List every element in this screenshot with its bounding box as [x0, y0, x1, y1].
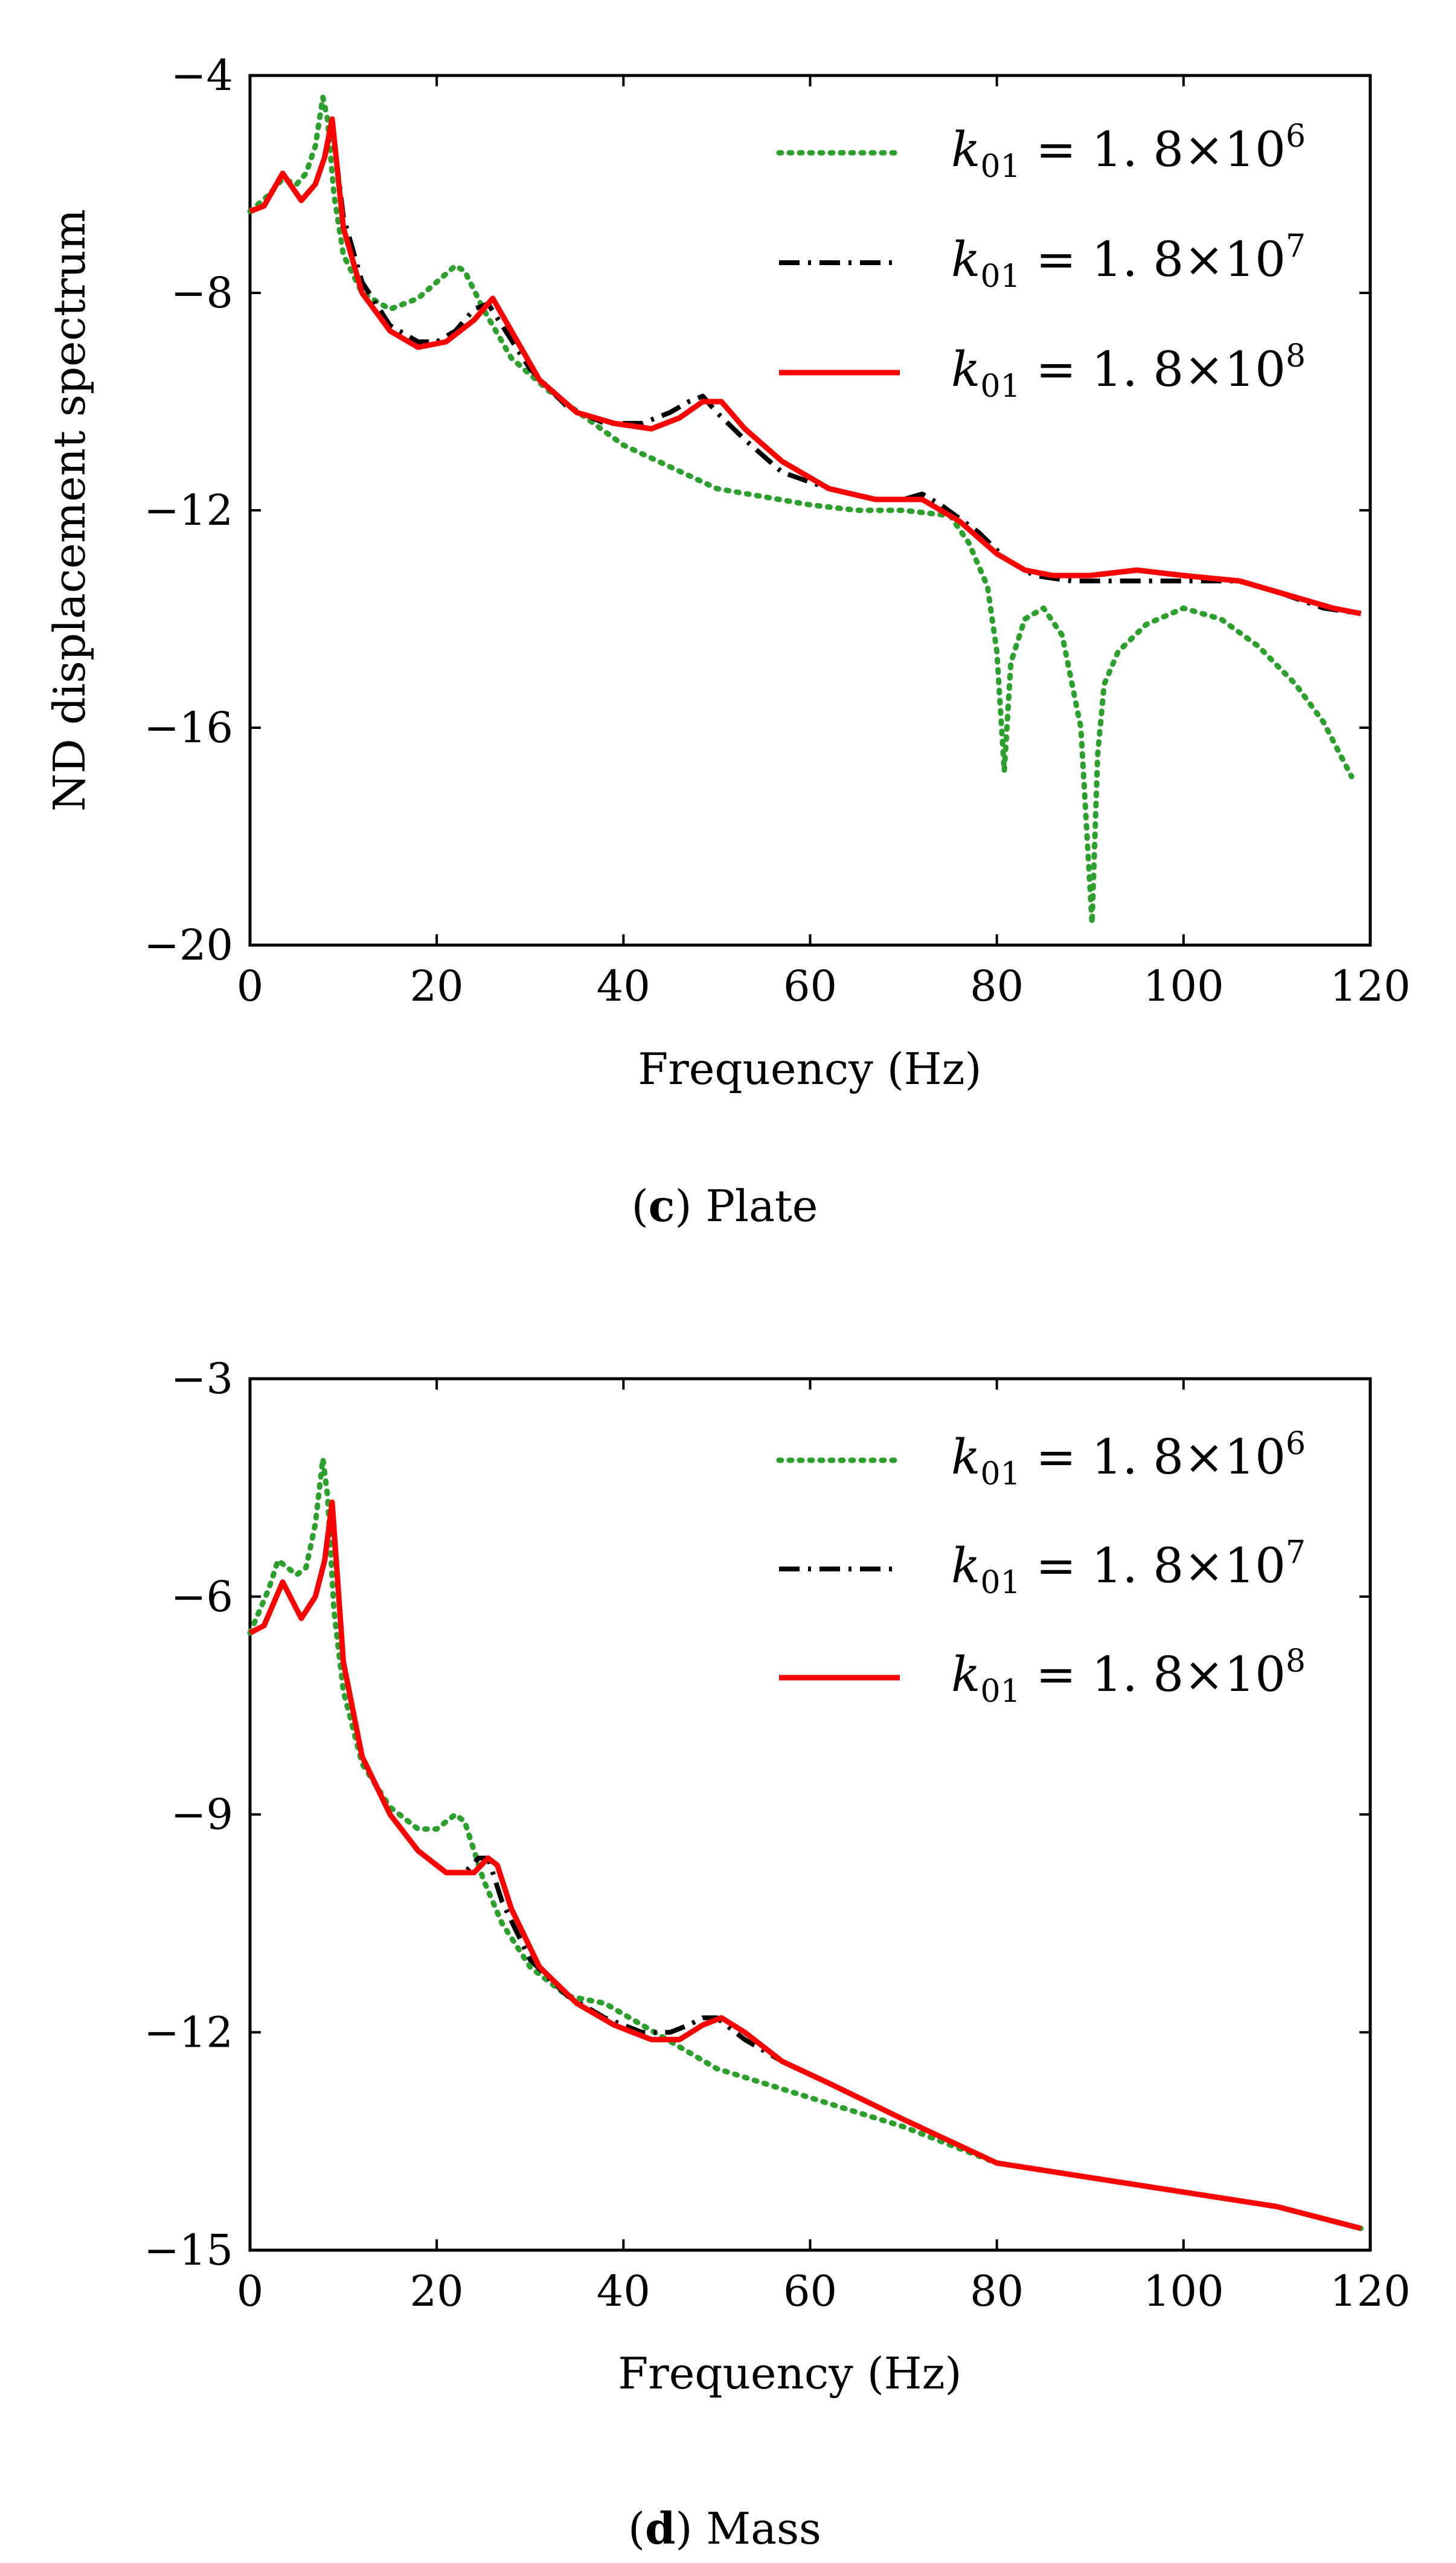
panel-d-xtick-label: 20 — [410, 2266, 464, 2316]
panel-d-caption-letter: d — [645, 2503, 675, 2554]
panel-d-legend-label-2: k01 = 1. 8×107 — [951, 1535, 1306, 1601]
panel-d-legend-label-1: k01 = 1. 8×106 — [951, 1426, 1306, 1492]
legend-superscript: 7 — [1286, 1535, 1306, 1571]
panel-c-ytick-label: −12 — [144, 486, 233, 535]
legend-k: k — [951, 1429, 980, 1485]
legend-subscript: 01 — [980, 149, 1020, 185]
panel-c-ytick-label: −16 — [144, 703, 233, 752]
legend-equation: = 1. 8×10 — [1021, 1646, 1286, 1702]
panel-c-ylabel: ND displacement spectrum — [44, 209, 95, 812]
panel-d-xtick-label: 80 — [970, 2266, 1024, 2316]
panel-c-caption-open: ( — [632, 1181, 649, 1231]
panel-d-caption-open: ( — [628, 2503, 645, 2554]
legend-equation: = 1. 8×10 — [1021, 121, 1286, 178]
panel-d-series-group — [247, 1455, 1364, 2231]
legend-subscript: 01 — [980, 1565, 1020, 1601]
legend-k: k — [951, 1538, 980, 1594]
legend-superscript: 6 — [1286, 118, 1306, 155]
panel-d-xtick-label: 60 — [783, 2266, 837, 2316]
legend-k: k — [951, 231, 980, 287]
panel-d-caption-text: ) Mass — [675, 2503, 821, 2554]
panel-c-caption: (c) Plate — [632, 1180, 818, 1231]
panel-c-xtick-label: 100 — [1143, 961, 1224, 1011]
legend-k: k — [951, 341, 980, 397]
legend-subscript: 01 — [980, 258, 1020, 295]
panel-c-plate: 0 20 40 60 80 100 120 −20 −16 −12 −8 −4 Frequency (… — [44, 51, 1411, 1231]
panel-c-xlabel: Frequency (Hz) — [638, 1044, 981, 1094]
panel-d-xlabel: Frequency (Hz) — [618, 2348, 961, 2399]
legend-equation: = 1. 8×10 — [1021, 1538, 1286, 1594]
legend-subscript: 01 — [980, 368, 1020, 405]
panel-c-ytick-label: −8 — [171, 268, 233, 318]
panel-d-series-line-1 — [247, 1455, 1364, 2231]
panel-c-series-line-3 — [249, 116, 1362, 617]
legend-subscript: 01 — [980, 1456, 1020, 1492]
panel-d-series-line-2 — [249, 1507, 1362, 2231]
panel-d-xtick-label: 40 — [597, 2266, 650, 2316]
panel-c-ytick-label: −4 — [171, 51, 233, 100]
legend-k: k — [951, 1646, 980, 1702]
panel-d-xtick-label: 120 — [1330, 2266, 1411, 2316]
panel-d-xtick-label: 100 — [1143, 2266, 1224, 2316]
panel-c-xtick-label: 40 — [597, 961, 650, 1011]
panel-d-axes: 0 20 40 60 80 100 120 −15 −12 −9 −6 −3 — [144, 1354, 1411, 2316]
panel-c-xtick-label: 60 — [783, 961, 837, 1011]
panel-c-xtick-label: 120 — [1330, 961, 1411, 1011]
panel-c-legend-label-3: k01 = 1. 8×108 — [951, 338, 1306, 405]
panel-d-legend-label-3: k01 = 1. 8×108 — [951, 1643, 1306, 1710]
panel-d-ytick-label: −15 — [144, 2225, 233, 2275]
legend-equation: = 1. 8×10 — [1021, 1429, 1286, 1485]
panel-c-ytick-label: −20 — [144, 920, 233, 970]
panel-c-axes: 0 20 40 60 80 100 120 −20 −16 −12 −8 −4 — [144, 51, 1411, 1011]
panel-d-ytick-label: −12 — [144, 2007, 233, 2057]
legend-superscript: 6 — [1286, 1426, 1306, 1462]
legend-equation: = 1. 8×10 — [1021, 231, 1286, 287]
panel-c-plot-frame — [248, 74, 1372, 947]
panel-d-xtick-label: 0 — [237, 2266, 264, 2316]
legend-equation: = 1. 8×10 — [1021, 341, 1286, 397]
legend-subscript: 01 — [980, 1673, 1020, 1710]
panel-c-xtick-label: 20 — [410, 961, 464, 1011]
panel-c-caption-letter: c — [649, 1180, 675, 1231]
panel-d-plot-frame — [248, 1377, 1372, 2252]
panel-c-legend-label-2: k01 = 1. 8×107 — [951, 228, 1306, 295]
panel-c-series-line-1 — [247, 94, 1355, 926]
panel-c-xtick-label: 0 — [237, 961, 264, 1011]
panel-d-caption: (d) Mass — [628, 2503, 821, 2554]
panel-d-ytick-label: −3 — [171, 1354, 233, 1403]
panel-c-series-group — [247, 94, 1362, 926]
legend-superscript: 8 — [1286, 338, 1306, 374]
legend-k: k — [951, 121, 980, 178]
panel-d-series-line-3 — [248, 1499, 1362, 2231]
panel-d-ytick-label: −9 — [171, 1790, 233, 1840]
panel-d-mass: 0 20 40 60 80 100 120 −15 −12 −9 −6 −3 Frequency (H… — [144, 1354, 1411, 2554]
panel-c-xtick-label: 80 — [970, 961, 1024, 1011]
panel-c-caption-text: ) Plate — [675, 1181, 818, 1231]
legend-superscript: 7 — [1286, 228, 1306, 265]
panel-c-legend-label-1: k01 = 1. 8×106 — [951, 118, 1306, 185]
panel-d-ytick-label: −6 — [171, 1572, 233, 1622]
legend-superscript: 8 — [1286, 1643, 1306, 1679]
